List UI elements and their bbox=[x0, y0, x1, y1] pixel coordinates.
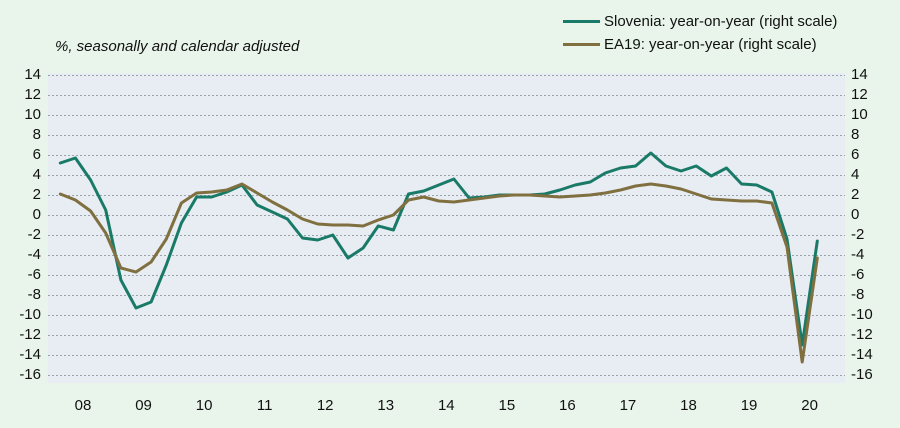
chart-title: %, seasonally and calendar adjusted bbox=[55, 38, 300, 55]
x-tick-20: 20 bbox=[801, 397, 818, 414]
x-tick-14: 14 bbox=[437, 397, 455, 414]
y-tick-left--14: -14 bbox=[19, 346, 41, 363]
y-tick-left--8: -8 bbox=[27, 286, 41, 303]
y-tick-right--14: -14 bbox=[851, 346, 873, 363]
x-axis: 08 09 10 11 12 13 14 15 16 17 18 19 20 bbox=[0, 396, 900, 416]
chart-legend: Slovenia: year-on-year (right scale) EA1… bbox=[563, 10, 837, 56]
y-tick-right--4: -4 bbox=[851, 246, 865, 263]
x-tick-13: 13 bbox=[377, 397, 395, 414]
y-tick-left--2: -2 bbox=[27, 226, 41, 243]
legend-label-ea19: EA19: year-on-year (right scale) bbox=[604, 36, 817, 53]
y-tick-right-2: 2 bbox=[851, 186, 860, 203]
x-tick-10: 10 bbox=[195, 397, 213, 414]
y-tick-left--16: -16 bbox=[19, 366, 41, 383]
y-tick-right--8: -8 bbox=[851, 286, 865, 303]
y-tick-right-8: 8 bbox=[851, 126, 860, 143]
x-tick-09: 09 bbox=[135, 397, 152, 414]
y-tick-right--6: -6 bbox=[851, 266, 865, 283]
x-tick-17: 17 bbox=[619, 397, 637, 414]
y-tick-left-12: 12 bbox=[24, 86, 41, 103]
y-tick-left-2: 2 bbox=[32, 186, 41, 203]
x-tick-16: 16 bbox=[559, 397, 576, 414]
y-tick-right-12: 12 bbox=[851, 86, 868, 103]
plot-background bbox=[48, 73, 845, 383]
y-tick-right--16: -16 bbox=[851, 366, 873, 383]
y-tick-left-4: 4 bbox=[32, 166, 41, 183]
y-tick-right--10: -10 bbox=[851, 306, 873, 323]
legend-item-ea19: EA19: year-on-year (right scale) bbox=[563, 33, 837, 56]
x-tick-15: 15 bbox=[498, 397, 516, 414]
legend-label-slovenia: Slovenia: year-on-year (right scale) bbox=[604, 13, 838, 30]
y-tick-left--12: -12 bbox=[19, 326, 41, 343]
plot-svg bbox=[48, 73, 845, 383]
x-tick-11: 11 bbox=[256, 397, 273, 414]
y-tick-right-14: 14 bbox=[851, 66, 868, 83]
y-tick-right-0: 0 bbox=[851, 206, 860, 223]
y-tick-left-8: 8 bbox=[32, 126, 41, 143]
y-tick-left-6: 6 bbox=[32, 146, 41, 163]
y-tick-right--12: -12 bbox=[851, 326, 873, 343]
x-tick-08: 08 bbox=[74, 397, 92, 414]
y-tick-left--10: -10 bbox=[19, 306, 41, 323]
series-line-ea19 bbox=[58, 182, 819, 364]
series-line-slovenia bbox=[58, 151, 819, 347]
y-tick-left-10: 10 bbox=[24, 106, 41, 123]
y-tick-left--6: -6 bbox=[27, 266, 41, 283]
y-tick-left--4: -4 bbox=[27, 246, 41, 263]
x-tick-19: 19 bbox=[740, 397, 758, 414]
y-tick-left-0: 0 bbox=[32, 206, 41, 223]
y-tick-right--2: -2 bbox=[851, 226, 865, 243]
legend-line-slovenia-swatch bbox=[563, 20, 600, 23]
y-tick-right-4: 4 bbox=[851, 166, 860, 183]
y-tick-right-10: 10 bbox=[851, 106, 868, 123]
x-tick-18: 18 bbox=[680, 397, 697, 414]
legend-line-ea19-swatch bbox=[563, 43, 600, 46]
y-tick-left-14: 14 bbox=[24, 66, 41, 83]
x-tick-12: 12 bbox=[316, 397, 334, 414]
y-tick-right-6: 6 bbox=[851, 146, 860, 163]
legend-item-slovenia: Slovenia: year-on-year (right scale) bbox=[563, 10, 837, 33]
